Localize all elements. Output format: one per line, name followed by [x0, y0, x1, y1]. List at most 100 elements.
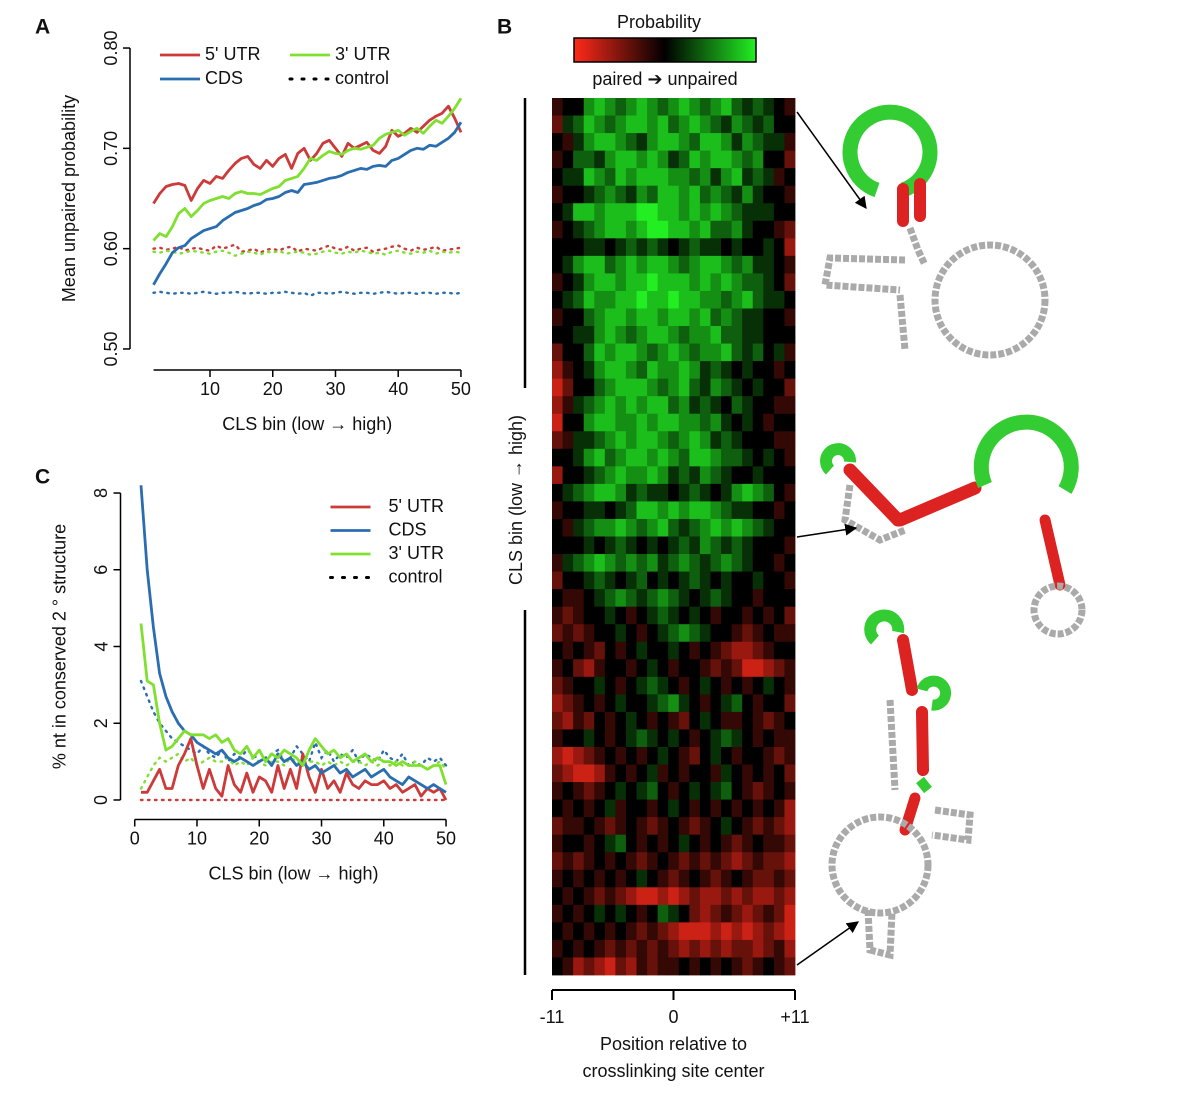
heatmap-cell	[625, 817, 637, 836]
heatmap-cell	[636, 396, 648, 415]
heatmap-cell	[636, 185, 648, 204]
heatmap-cell	[731, 589, 743, 608]
heatmap-cell	[710, 659, 722, 678]
heatmap-cell	[625, 554, 637, 572]
heatmap-cell	[731, 799, 743, 818]
y-axis-title: % nt in conserved 2 ° structure	[49, 524, 69, 769]
x-axis-title: CLS bin (low → high)	[208, 863, 378, 883]
heatmap-cell	[784, 746, 796, 765]
heatmap-cell	[699, 448, 711, 467]
heatmap-cell	[594, 641, 606, 660]
heatmap-cell	[625, 904, 637, 923]
heatmap-cell	[752, 869, 764, 888]
heatmap-cell	[562, 343, 574, 362]
heatmap-cell	[752, 203, 764, 222]
heatmap-cell	[657, 396, 669, 415]
heatmap-cell	[594, 448, 606, 467]
heatmap-cell	[647, 255, 659, 274]
heatmap-cell	[604, 589, 616, 608]
y-tick-label: 0.80	[101, 31, 121, 66]
heatmap-cell	[625, 396, 637, 415]
heatmap-cell	[647, 98, 659, 116]
heatmap-cell	[562, 220, 574, 239]
heatmap-cell	[689, 589, 701, 608]
heatmap-cell	[647, 939, 659, 958]
heatmap-cell	[784, 396, 796, 415]
y-tick-label: 0.50	[101, 331, 121, 366]
heatmap-cell	[668, 606, 680, 625]
heatmap-cell	[647, 396, 659, 415]
heatmap-cell	[604, 694, 616, 713]
heatmap-cell	[552, 290, 563, 309]
heatmap-cell	[763, 764, 775, 783]
heatmap-cell	[721, 624, 733, 643]
heatmap-cell	[784, 834, 796, 853]
heatmap-cell	[625, 150, 637, 169]
heatmap-cell	[604, 834, 616, 853]
heatmap-cell	[573, 203, 585, 222]
heatmap-cell	[615, 729, 627, 748]
heatmap-cell	[657, 343, 669, 362]
heatmap-cell	[615, 782, 627, 800]
heatmap-cell	[721, 887, 733, 906]
heatmap-cell	[763, 343, 775, 362]
heatmap-cell	[731, 782, 743, 800]
heatmap-cell	[678, 448, 690, 467]
heatmap-cell	[636, 501, 648, 520]
heatmap-cell	[699, 536, 711, 555]
heatmap-cell	[784, 431, 796, 450]
heatmap-cell	[742, 203, 754, 222]
heatmap-cell	[689, 168, 701, 187]
heatmap-cell	[636, 711, 648, 730]
heatmap-cell	[710, 817, 722, 836]
heatmap-cell	[647, 711, 659, 730]
heatmap-cell	[731, 922, 743, 941]
heatmap-cell	[583, 501, 595, 520]
heatmap-cell	[721, 869, 733, 888]
heatmap-cell	[552, 817, 563, 836]
series-line	[141, 737, 448, 801]
heatmap-cell	[636, 676, 648, 695]
heatmap-cell	[689, 659, 701, 678]
heatmap-cell	[742, 273, 754, 292]
series-line	[152, 121, 463, 286]
heatmap-cell	[594, 729, 606, 748]
heatmap-cell	[615, 133, 627, 152]
heatmap-cell	[668, 799, 680, 818]
heatmap-cell	[668, 518, 680, 537]
heatmap-cell	[678, 676, 690, 695]
heatmap-cell	[773, 290, 785, 309]
heatmap-cell	[615, 589, 627, 608]
heatmap-cell	[689, 711, 701, 730]
heatmap-cell	[647, 203, 659, 222]
heatmap-cell	[657, 589, 669, 608]
heatmap-cell	[784, 290, 796, 309]
heatmap-cell	[752, 115, 764, 134]
heatmap-cell	[625, 238, 637, 257]
legend-label: 3' UTR	[389, 543, 444, 563]
heatmap-cell	[763, 922, 775, 941]
heatmap-cell	[763, 834, 775, 853]
heatmap-cell	[604, 852, 616, 871]
heatmap-cell	[594, 817, 606, 836]
heatmap-cell	[773, 466, 785, 485]
heatmap-cell	[647, 729, 659, 748]
heatmap-cell	[562, 641, 574, 660]
heatmap-cell	[763, 554, 775, 572]
heatmap-cell	[763, 413, 775, 432]
heatmap-cell	[562, 501, 574, 520]
heatmap-cell	[604, 817, 616, 836]
heatmap-cell	[573, 711, 585, 730]
heatmap-cell	[552, 308, 563, 327]
heatmap-cell	[604, 448, 616, 467]
heatmap-cell	[552, 624, 563, 643]
control-line	[152, 249, 463, 257]
heatmap-cell	[594, 466, 606, 485]
heatmap-cell	[731, 396, 743, 415]
heatmap-cell	[647, 589, 659, 608]
heatmap-cell	[721, 168, 733, 187]
heatmap-cell	[552, 746, 563, 765]
heatmap-cell	[583, 624, 595, 643]
heatmap-cell	[710, 641, 722, 660]
heatmap-cell	[689, 290, 701, 309]
